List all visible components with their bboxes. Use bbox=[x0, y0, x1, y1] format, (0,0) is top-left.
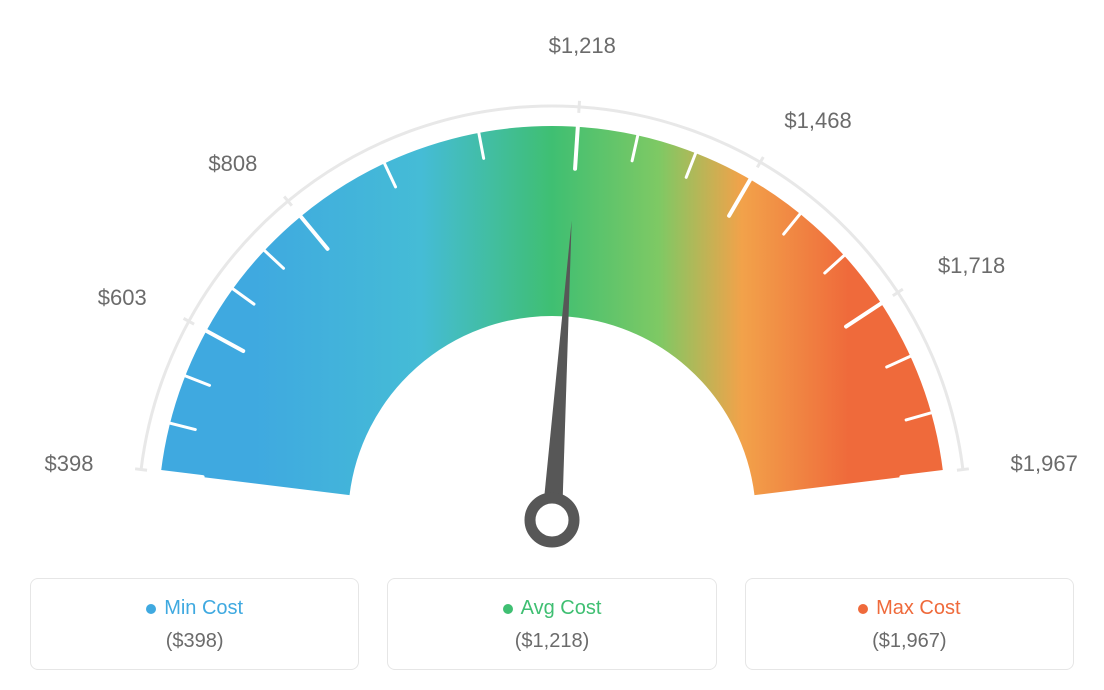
legend-dot-avg bbox=[503, 604, 513, 614]
cost-gauge-container: $398 $603 $808 $1,218 $1,468 $1,718 $1,967 Min… bbox=[0, 0, 1104, 690]
legend-dot-max bbox=[858, 604, 868, 614]
legend-title-max-text: Max Cost bbox=[876, 597, 960, 620]
legend-title-avg-text: Avg Cost bbox=[521, 597, 602, 620]
legend-title-min: Min Cost bbox=[146, 597, 243, 620]
legend-title-max: Max Cost bbox=[858, 597, 960, 620]
legend-value-avg: ($1,218) bbox=[398, 630, 705, 653]
gauge-tick-label: $1,967 bbox=[1011, 451, 1078, 477]
legend-card-max: Max Cost ($1,967) bbox=[745, 578, 1074, 670]
gauge-chart: $398 $603 $808 $1,218 $1,468 $1,718 $1,967 bbox=[22, 30, 1082, 570]
gauge-tick-label: $808 bbox=[208, 151, 257, 177]
legend-value-max: ($1,967) bbox=[756, 630, 1063, 653]
gauge-tick-label: $1,468 bbox=[784, 108, 851, 134]
legend-row: Min Cost ($398) Avg Cost ($1,218) Max Co… bbox=[30, 578, 1074, 670]
legend-title-min-text: Min Cost bbox=[164, 597, 243, 620]
gauge-tick-label: $1,718 bbox=[938, 253, 1005, 279]
legend-card-min: Min Cost ($398) bbox=[30, 578, 359, 670]
gauge-tick-label: $1,218 bbox=[549, 33, 616, 59]
legend-dot-min bbox=[146, 604, 156, 614]
gauge-tick-label: $603 bbox=[98, 285, 147, 311]
gauge-tick-label: $398 bbox=[44, 451, 93, 477]
legend-card-avg: Avg Cost ($1,218) bbox=[387, 578, 716, 670]
legend-title-avg: Avg Cost bbox=[503, 597, 602, 620]
legend-value-min: ($398) bbox=[41, 630, 348, 653]
gauge-svg bbox=[22, 30, 1082, 570]
